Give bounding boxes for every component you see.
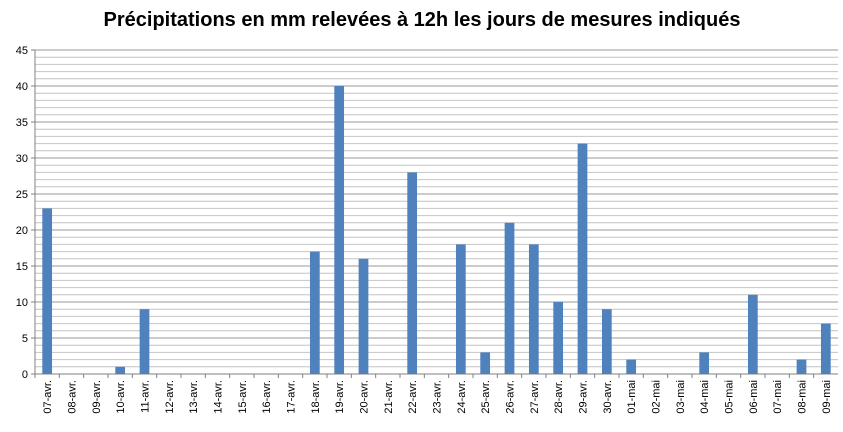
x-tick-label: 14-avr.	[213, 380, 225, 414]
y-tick-label: 15	[16, 261, 28, 273]
bar	[577, 143, 588, 374]
x-tick-label: 01-mai	[626, 380, 638, 414]
x-tick-label: 20-avr.	[359, 380, 371, 414]
x-tick-label: 06-mai	[748, 380, 760, 414]
bar	[115, 366, 126, 374]
x-tick-label: 15-avr.	[237, 380, 249, 414]
bar	[553, 302, 564, 374]
x-tick-label: 02-mai	[651, 380, 663, 414]
bar	[504, 222, 515, 374]
x-tick-label: 19-avr.	[334, 380, 346, 414]
bar	[747, 294, 758, 374]
x-tick-label: 13-avr.	[188, 380, 200, 414]
bar	[796, 359, 807, 374]
y-tick-label: 5	[22, 333, 28, 345]
x-tick-label: 10-avr.	[115, 380, 127, 414]
y-tick-label: 35	[16, 117, 28, 129]
x-tick-label: 24-avr.	[456, 380, 468, 414]
bar	[626, 359, 637, 374]
x-tick-label: 30-avr.	[602, 380, 614, 414]
bar	[309, 251, 320, 374]
bar	[334, 86, 345, 374]
bar	[601, 309, 612, 374]
bar	[455, 244, 466, 374]
y-tick-label: 10	[16, 297, 28, 309]
bar	[480, 352, 491, 374]
x-tick-label: 08-mai	[797, 380, 809, 414]
x-tick-label: 07-mai	[772, 380, 784, 414]
x-tick-label: 28-avr.	[553, 380, 565, 414]
x-tick-label: 27-avr.	[529, 380, 541, 414]
x-tick-label: 17-avr.	[286, 380, 298, 414]
x-tick-label: 12-avr.	[164, 380, 176, 414]
x-tick-label: 08-avr.	[67, 380, 79, 414]
x-tick-label: 09-mai	[821, 380, 833, 414]
y-tick-label: 30	[16, 153, 28, 165]
x-tick-label: 18-avr.	[310, 380, 322, 414]
x-tick-label: 05-mai	[724, 380, 736, 414]
y-tick-label: 40	[16, 81, 28, 93]
y-tick-label: 0	[22, 369, 28, 381]
x-tick-label: 29-avr.	[578, 380, 590, 414]
x-tick-label: 04-mai	[699, 380, 711, 414]
bar	[528, 244, 539, 374]
bar	[699, 352, 710, 374]
x-tick-label: 21-avr.	[383, 380, 395, 414]
chart-title: Précipitations en mm relevées à 12h les …	[104, 9, 741, 31]
y-tick-label: 45	[16, 45, 28, 57]
bar	[358, 258, 369, 374]
y-tick-label: 25	[16, 189, 28, 201]
x-tick-label: 26-avr.	[505, 380, 517, 414]
x-tick-label: 23-avr.	[432, 380, 444, 414]
bar	[139, 309, 150, 374]
x-tick-label: 11-avr.	[140, 380, 152, 413]
x-tick-label: 07-avr.	[42, 380, 54, 414]
x-tick-label: 09-avr.	[91, 380, 103, 414]
bar	[42, 208, 53, 374]
x-tick-label: 25-avr.	[480, 380, 492, 414]
bar	[407, 172, 418, 374]
bar	[820, 323, 831, 374]
x-tick-label: 03-mai	[675, 380, 687, 414]
x-tick-label: 16-avr.	[261, 380, 273, 414]
x-tick-label: 22-avr.	[407, 380, 419, 414]
y-tick-label: 20	[16, 225, 28, 237]
